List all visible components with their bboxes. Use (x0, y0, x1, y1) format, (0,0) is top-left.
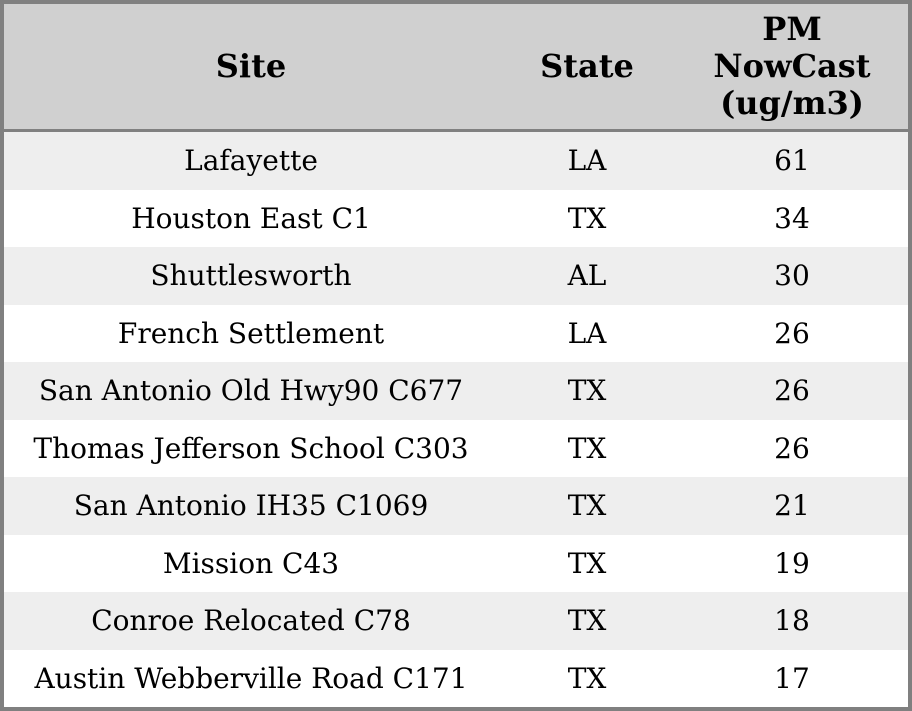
column-header-state: State (498, 4, 676, 132)
site-cell: Houston East C1 (131, 201, 371, 235)
table-header-row: Site State PM NowCast (ug/m3) (4, 4, 908, 132)
pm-value-cell: 34 (774, 201, 810, 235)
table-row: Austin Webberville Road C171 TX 17 (4, 649, 908, 707)
table-header: Site State PM NowCast (ug/m3) (4, 4, 908, 132)
site-cell: Conroe Relocated C78 (91, 604, 411, 638)
state-cell: LA (567, 144, 607, 178)
table-row: Thomas Jefferson School C303 TX 26 (4, 419, 908, 477)
state-cell: LA (567, 316, 607, 350)
table-row: Mission C43 TX 19 (4, 534, 908, 592)
state-cell: TX (567, 661, 607, 695)
state-cell: TX (567, 546, 607, 580)
site-cell: San Antonio Old Hwy90 C677 (38, 374, 464, 408)
site-cell: French Settlement (117, 316, 385, 350)
table-body: Lafayette LA 61 Houston East C1 TX 34 Shuttles… (4, 130, 908, 707)
table-row: Houston East C1 TX 34 (4, 189, 908, 247)
pm-value-cell: 61 (774, 144, 810, 178)
site-cell: Austin Webberville Road C171 (34, 661, 468, 695)
state-cell: TX (567, 201, 607, 235)
state-cell: AL (567, 259, 607, 293)
table-row: San Antonio IH35 C1069 TX 21 (4, 477, 908, 535)
site-cell: Lafayette (184, 144, 318, 178)
pm-value-cell: 19 (774, 546, 810, 580)
pm-header-line-3: (ug/m3) (720, 84, 864, 123)
state-cell: TX (567, 489, 607, 523)
table-row: San Antonio Old Hwy90 C677 TX 26 (4, 362, 908, 420)
pm-value-cell: 21 (774, 489, 810, 523)
site-cell: Shuttlesworth (150, 259, 352, 293)
pm-value-cell: 30 (774, 259, 810, 293)
site-cell: Mission C43 (162, 546, 340, 580)
pm-value-cell: 26 (774, 316, 810, 350)
state-cell: TX (567, 374, 607, 408)
table-row: French Settlement LA 26 (4, 304, 908, 362)
pm-value-cell: 18 (774, 604, 810, 638)
state-cell: TX (567, 604, 607, 638)
table-row: Lafayette LA 61 (4, 130, 908, 190)
table-row: Shuttlesworth AL 30 (4, 247, 908, 305)
column-header-pm-nowcast: PM NowCast (ug/m3) (676, 4, 908, 132)
pm-header-line-2: NowCast (713, 46, 871, 85)
site-cell: San Antonio IH35 C1069 (73, 489, 429, 523)
table-row: Conroe Relocated C78 TX 18 (4, 592, 908, 650)
pm-value-cell: 17 (774, 661, 810, 695)
pm-header-line-1: PM (762, 9, 822, 48)
state-cell: TX (567, 431, 607, 465)
pm-value-cell: 26 (774, 431, 810, 465)
sites-table: Site State PM NowCast (ug/m3) Lafayette L… (4, 4, 908, 707)
site-cell: Thomas Jefferson School C303 (33, 431, 469, 465)
pm-value-cell: 26 (774, 374, 810, 408)
column-header-site: Site (4, 4, 498, 132)
